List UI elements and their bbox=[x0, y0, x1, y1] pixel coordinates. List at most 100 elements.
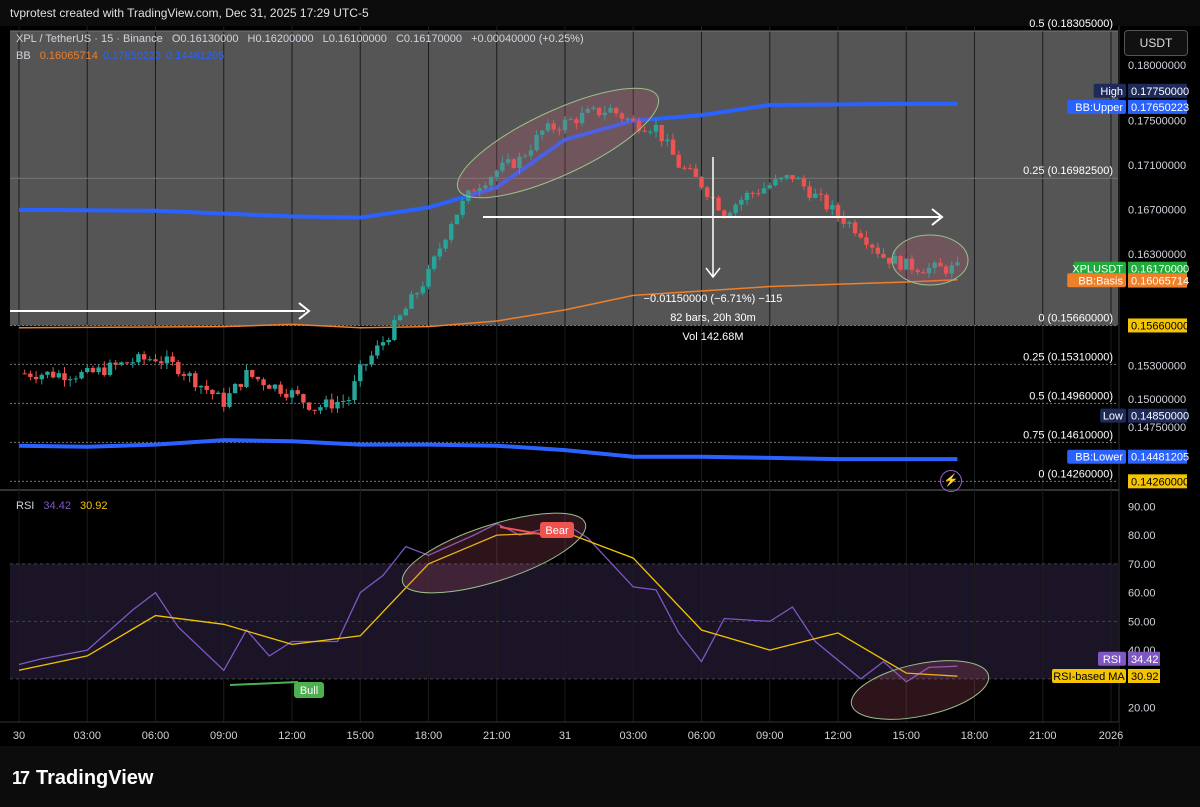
time-tick-label: 03:00 bbox=[73, 730, 101, 742]
change-value: +0.00040000 (+0.25%) bbox=[471, 33, 584, 45]
candle-body bbox=[545, 123, 551, 131]
candle-body bbox=[176, 361, 181, 375]
candle-body bbox=[687, 168, 693, 170]
price-label-name-bg bbox=[1067, 99, 1126, 114]
time-tick-label: 12:00 bbox=[278, 730, 306, 742]
candle-body bbox=[807, 186, 812, 198]
rsi-legend-value: 34.42 bbox=[43, 500, 71, 512]
highlight-ellipse-top bbox=[456, 87, 660, 199]
candle-body bbox=[818, 193, 824, 195]
candle-body bbox=[727, 212, 733, 217]
bb-upper-line bbox=[18, 101, 958, 220]
bear-tag-bg bbox=[540, 522, 574, 538]
candle-body bbox=[568, 119, 573, 121]
rsi-tick-label: 70.00 bbox=[1128, 559, 1156, 571]
candle-body bbox=[204, 385, 209, 390]
candle-body bbox=[619, 113, 625, 119]
candle-body bbox=[232, 383, 238, 394]
candle-body bbox=[932, 262, 937, 268]
price-label-value: 0.17650223 bbox=[1131, 102, 1189, 114]
price-label-name: Low bbox=[1103, 411, 1123, 423]
candle-body bbox=[50, 371, 56, 378]
candle-body bbox=[773, 179, 778, 186]
candle-body bbox=[778, 177, 784, 180]
time-axis-bg bbox=[0, 722, 1119, 746]
low-value: L0.16100000 bbox=[322, 33, 387, 45]
symbol-label[interactable]: XPL / TetherUS · 15 · Binance bbox=[16, 33, 163, 45]
rsi-ma-value-label: 30.92 bbox=[1131, 671, 1159, 683]
candle-body bbox=[28, 373, 33, 377]
candle-body bbox=[477, 188, 482, 192]
candle-body bbox=[886, 257, 892, 264]
candle-body bbox=[511, 159, 517, 168]
candle-body bbox=[107, 362, 113, 376]
price-label-value: 0.16170000 bbox=[1131, 264, 1189, 276]
price-label-name-bg bbox=[1073, 261, 1126, 276]
currency-button[interactable]: USDT bbox=[1124, 30, 1188, 56]
tradingview-logo-icon: 17 bbox=[12, 768, 30, 788]
bb-lower-value: 0.14481205 bbox=[166, 50, 225, 62]
rsi-legend: RSI 34.42 30.92 bbox=[16, 500, 114, 512]
time-tick-label: 06:00 bbox=[688, 730, 716, 742]
rsi-ma-value-bg bbox=[1128, 669, 1160, 683]
price-label-name: BB:Upper bbox=[1075, 102, 1123, 114]
candle-body bbox=[813, 193, 818, 198]
price-label-value: 0.14260000 bbox=[1131, 476, 1189, 488]
candle-body bbox=[739, 199, 744, 205]
candle-body bbox=[824, 194, 829, 210]
candle-body bbox=[329, 399, 335, 409]
candle-body bbox=[261, 379, 266, 386]
candle-body bbox=[136, 354, 141, 363]
price-tick-label: 0.15300000 bbox=[1128, 361, 1186, 373]
candle-body bbox=[39, 374, 44, 380]
candle-body bbox=[96, 367, 101, 373]
rsi-legend-label[interactable]: RSI bbox=[16, 500, 35, 512]
candle-body bbox=[392, 320, 397, 340]
candle-body bbox=[198, 385, 204, 388]
fib-level-label: 0 (0.15660000) bbox=[1038, 312, 1113, 324]
time-tick-label: 15:00 bbox=[892, 730, 920, 742]
candle-body bbox=[852, 222, 858, 234]
price-label-name-bg bbox=[1093, 83, 1126, 98]
candle-body bbox=[187, 373, 192, 376]
candle-body bbox=[346, 400, 352, 402]
time-tick-label: 18:00 bbox=[961, 730, 989, 742]
measure-bars-text: 82 bars, 20h 30m bbox=[670, 312, 756, 324]
candle-body bbox=[466, 190, 471, 201]
candle-body bbox=[704, 187, 710, 197]
flash-icon[interactable]: ⚡ bbox=[940, 470, 962, 492]
candle-body bbox=[716, 197, 721, 211]
measure-arrow-head bbox=[705, 267, 721, 279]
candle-body bbox=[358, 364, 363, 382]
candle-body bbox=[847, 222, 852, 224]
candle-body bbox=[244, 370, 249, 387]
close-value: C0.16170000 bbox=[395, 33, 463, 45]
price-label-value-bg bbox=[1128, 408, 1187, 423]
candle-body bbox=[682, 167, 687, 169]
price-tick-label: 0.16700000 bbox=[1128, 205, 1186, 217]
candle-body bbox=[625, 118, 630, 120]
candle-body bbox=[335, 401, 340, 409]
bb-legend: BB 0.16065714 0.17650223 0.14481205 bbox=[16, 50, 230, 62]
candle-body bbox=[449, 224, 454, 240]
time-tick-label: 21:00 bbox=[483, 730, 511, 742]
price-label-name: High bbox=[1100, 86, 1123, 98]
candle-body bbox=[892, 255, 898, 264]
candle-body bbox=[130, 362, 135, 364]
candle-body bbox=[579, 112, 585, 124]
time-tick-label: 2026 bbox=[1099, 730, 1123, 742]
support-arrow-head bbox=[298, 302, 311, 320]
candle-body bbox=[443, 239, 448, 249]
candle-body bbox=[306, 402, 312, 410]
candle-body bbox=[653, 125, 659, 132]
price-label-value-bg bbox=[1128, 318, 1187, 333]
bb-label[interactable]: BB bbox=[16, 50, 31, 62]
tradingview-logo[interactable]: 17 TradingView bbox=[12, 767, 153, 790]
rsi-name-bg bbox=[1098, 651, 1126, 666]
candle-body bbox=[403, 308, 408, 316]
rsi-ma-name-bg bbox=[1052, 669, 1126, 683]
candle-body bbox=[858, 233, 863, 238]
candle-body bbox=[784, 175, 790, 178]
candle-body bbox=[613, 107, 619, 114]
